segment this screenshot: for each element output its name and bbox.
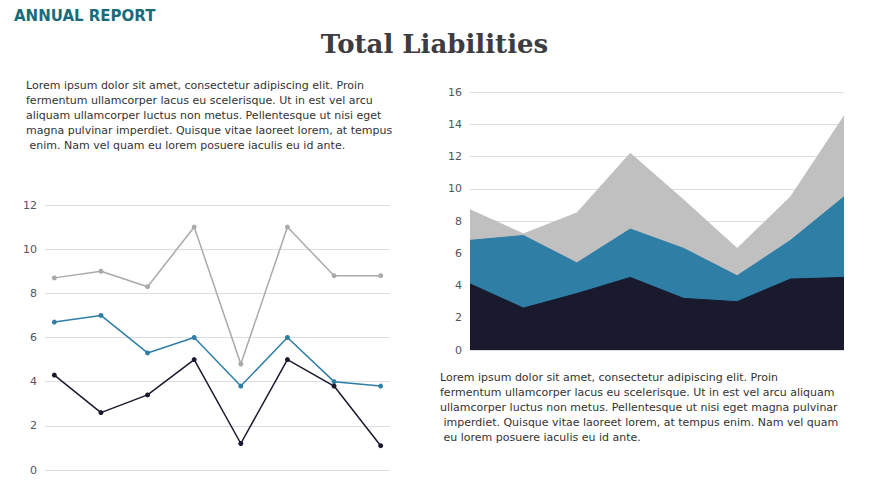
svg-text:4: 4 [455,279,462,292]
svg-text:6: 6 [455,247,462,260]
svg-text:4: 4 [30,375,37,388]
svg-text:aliquam ullamcorper luctus non: aliquam ullamcorper luctus non metus. Pe… [26,109,385,122]
svg-text:8: 8 [30,287,37,300]
svg-text:0: 0 [30,464,37,477]
svg-text:Total Liabilities: Total Liabilities [321,29,548,59]
svg-text:14: 14 [448,118,462,131]
svg-text:enim. Nam vel quam eu lorem po: enim. Nam vel quam eu lorem posuere iacu… [26,139,345,152]
svg-text:fermentum ullamcorper lacus eu: fermentum ullamcorper lacus eu scelerisq… [440,386,838,399]
svg-text:10: 10 [448,182,462,195]
svg-text:eu lorem posuere iaculis eu id: eu lorem posuere iaculis eu id ante. [440,431,641,444]
svg-text:10: 10 [23,243,37,256]
svg-text:12: 12 [23,199,37,212]
svg-text:16: 16 [448,86,462,99]
svg-text:imperdiet. Quisque vitae laore: imperdiet. Quisque vitae laoreet lorem, … [440,416,838,429]
svg-text:2: 2 [455,311,462,324]
svg-text:magna pulvinar imperdiet. Quis: magna pulvinar imperdiet. Quisque vitae … [26,124,392,137]
svg-text:8: 8 [455,215,462,228]
svg-text:6: 6 [30,331,37,344]
svg-text:ANNUAL REPORT: ANNUAL REPORT [14,7,156,25]
svg-text:0: 0 [455,344,462,357]
svg-text:fermentum ullamcorper lacus eu: fermentum ullamcorper lacus eu scelerisq… [26,94,376,107]
svg-text:Lorem ipsum dolor sit amet, co: Lorem ipsum dolor sit amet, consectetur … [440,371,781,384]
svg-text:12: 12 [448,150,462,163]
svg-text:2: 2 [30,419,37,432]
svg-text:Lorem ipsum dolor sit amet, co: Lorem ipsum dolor sit amet, consectetur … [26,79,367,92]
svg-text:ullamcorper luctus non metus.: ullamcorper luctus non metus. Pellentesq… [440,401,838,414]
